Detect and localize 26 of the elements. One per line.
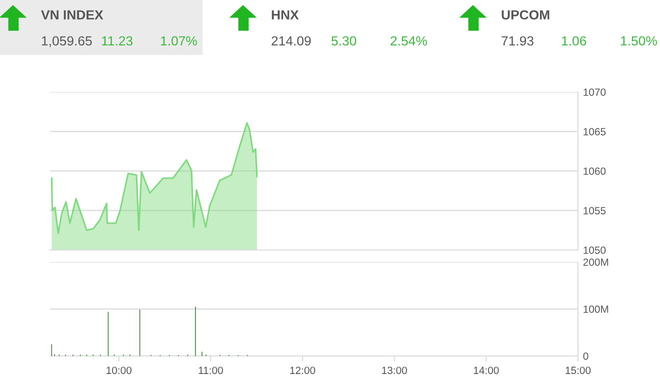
x-tick-label: 12:00 [290, 366, 316, 374]
text: 1.50% [621, 36, 657, 46]
y-tick-label: 1065 [584, 128, 606, 136]
y-tick-label: 0 [583, 352, 588, 360]
text: 11.23 [102, 36, 132, 46]
y-tick-label: 1060 [584, 168, 606, 175]
y-tick-label: 1055 [584, 207, 606, 214]
text: 1.07% [161, 36, 197, 46]
x-tick-label: 11:00 [198, 366, 223, 374]
text: 1.06 [562, 36, 586, 46]
y-tick-label: 100M [584, 306, 608, 313]
text: 5.30 [332, 36, 356, 46]
text: VN INDEX [41, 10, 104, 20]
y-tick-label: 1070 [584, 88, 606, 96]
y-tick-label: 1050 [584, 246, 606, 254]
x-tick-label: 14:00 [474, 366, 499, 374]
y-tick-label: 200M [583, 258, 608, 266]
text: 71.93 [502, 36, 534, 46]
x-tick-label: 13:00 [382, 366, 407, 374]
x-tick-label: 15:00 [566, 366, 591, 374]
text: UPCOM [502, 10, 550, 20]
x-tick-label: 10:00 [106, 366, 132, 374]
text: 2.54% [390, 36, 427, 46]
text: 214.09 [272, 36, 311, 46]
text: 1,059.65 [42, 36, 92, 48]
text: HNX [272, 10, 299, 20]
